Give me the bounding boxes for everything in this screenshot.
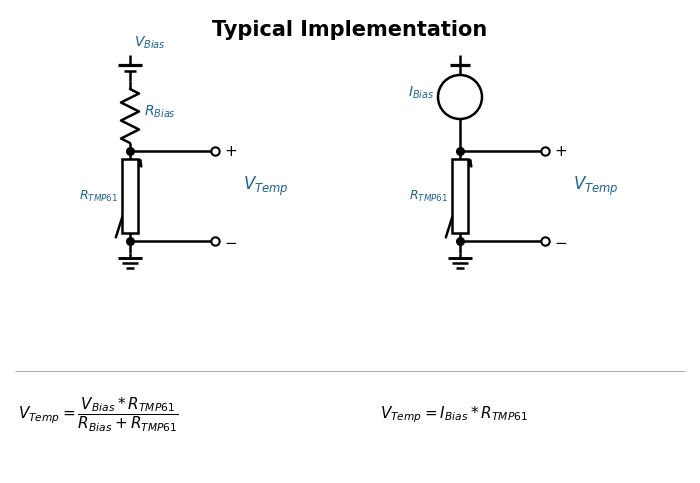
Text: $V_{Temp} = \dfrac{V_{Bias} * R_{TMP61}}{R_{Bias} + R_{TMP61}}$: $V_{Temp} = \dfrac{V_{Bias} * R_{TMP61}}…: [18, 396, 178, 434]
Text: $V_{Temp}$: $V_{Temp}$: [573, 174, 619, 198]
Text: $V_{Temp} = I_{Bias} * R_{TMP61}$: $V_{Temp} = I_{Bias} * R_{TMP61}$: [380, 405, 528, 426]
Text: $+$: $+$: [224, 143, 237, 158]
Text: $V_{Temp}$: $V_{Temp}$: [243, 174, 289, 198]
Text: $-$: $-$: [554, 233, 567, 248]
Text: $R_{TMP61}$: $R_{TMP61}$: [409, 188, 448, 203]
Bar: [452, 159, 468, 233]
Text: $-$: $-$: [224, 233, 237, 248]
Text: Typical Implementation: Typical Implementation: [212, 20, 488, 40]
Bar: [122, 159, 138, 233]
Text: $R_{Bias}$: $R_{Bias}$: [144, 104, 176, 120]
Circle shape: [438, 75, 482, 119]
Text: $+$: $+$: [554, 143, 567, 158]
Text: $R_{TMP61}$: $R_{TMP61}$: [79, 188, 118, 203]
Text: $I_{Bias}$: $I_{Bias}$: [407, 85, 434, 101]
Text: $V_{Bias}$: $V_{Bias}$: [134, 35, 166, 51]
